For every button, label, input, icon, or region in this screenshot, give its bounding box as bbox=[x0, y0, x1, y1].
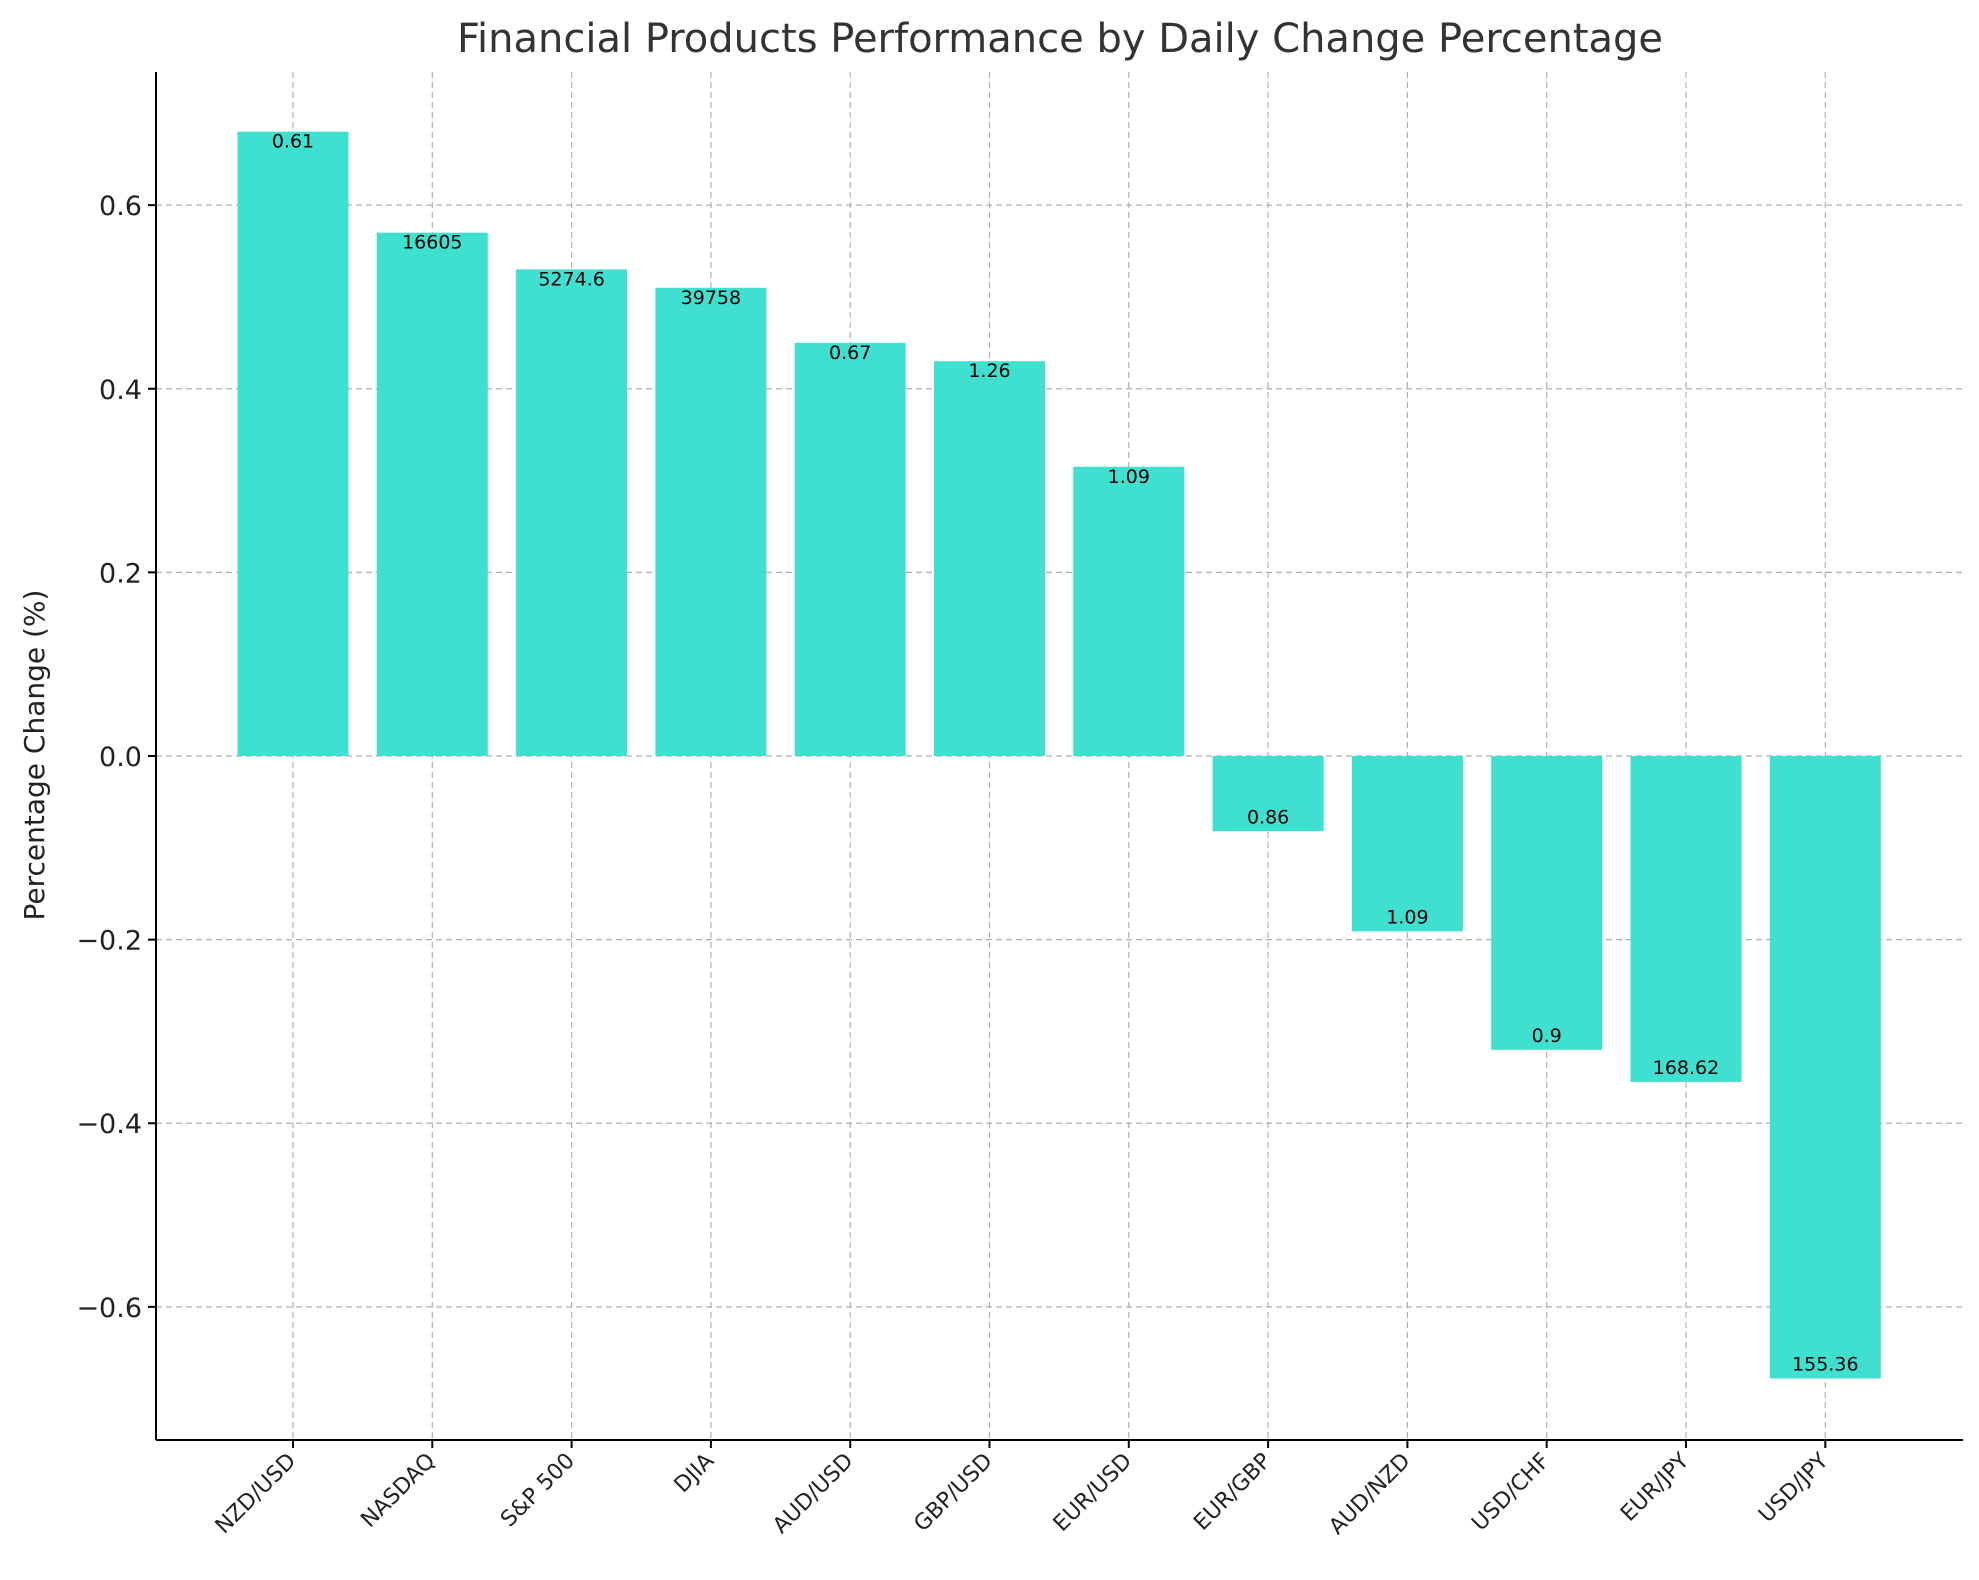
x-tick-label-nasdaq: NASDAQ bbox=[356, 1449, 440, 1533]
y-tick-label: 0.4 bbox=[99, 375, 142, 406]
bar-nasdaq bbox=[376, 232, 488, 756]
x-tick-label-djia: DJIA bbox=[670, 1449, 719, 1498]
data-label-gbp-usd: 1.26 bbox=[968, 360, 1010, 382]
data-label-aud-nzd: 1.09 bbox=[1386, 906, 1428, 928]
data-label-usd-chf: 0.9 bbox=[1532, 1025, 1562, 1047]
chart-title: Financial Products Performance by Daily … bbox=[457, 16, 1663, 62]
x-tick-label-eur-jpy: EUR/JPY bbox=[1616, 1448, 1694, 1526]
data-label-eur-usd: 1.09 bbox=[1108, 466, 1150, 488]
x-tick-label-gbp-usd: GBP/USD bbox=[909, 1449, 997, 1537]
bar-nzd-usd bbox=[237, 131, 349, 756]
y-ticks: −0.6 −0.4 −0.2 0.0 0.2 0.4 0.6 bbox=[76, 191, 156, 1324]
data-label-eur-gbp: 0.86 bbox=[1247, 806, 1289, 828]
x-tick-label-nzd-usd: NZD/USD bbox=[211, 1449, 301, 1539]
x-tick-label-aud-nzd: AUD/NZD bbox=[1324, 1449, 1415, 1540]
bar-gbp-usd bbox=[934, 361, 1045, 756]
data-labels: 0.61 16605 5274.6 39758 0.67 1.26 1.09 0.86 1.09… bbox=[272, 131, 1859, 1376]
x-tick-label-usd-jpy: USD/JPY bbox=[1754, 1448, 1834, 1528]
data-label-eur-jpy: 168.62 bbox=[1653, 1057, 1719, 1079]
bars bbox=[237, 131, 1881, 1379]
x-tick-label-aud-usd: AUD/USD bbox=[768, 1449, 858, 1539]
y-tick-label: 0.2 bbox=[99, 558, 142, 589]
y-axis-label: Percentage Change (%) bbox=[18, 590, 51, 921]
data-label-aud-usd: 0.67 bbox=[829, 342, 871, 364]
data-label-s-p-500: 5274.6 bbox=[538, 268, 604, 290]
y-tick-label: −0.6 bbox=[76, 1293, 142, 1324]
bar-s-p-500 bbox=[516, 269, 628, 756]
y-tick-label: −0.2 bbox=[76, 926, 142, 957]
x-ticks: NZD/USD NASDAQ S&P 500 DJIA AUD/USD GBP/USD EU… bbox=[211, 1440, 1834, 1540]
y-tick-label: 0.6 bbox=[99, 191, 142, 222]
bar-eur-gbp bbox=[1212, 756, 1324, 832]
y-tick-label: 0.0 bbox=[99, 742, 142, 773]
bar-usd-jpy bbox=[1769, 756, 1881, 1379]
x-tick-label-eur-gbp: EUR/GBP bbox=[1189, 1449, 1276, 1536]
data-label-djia: 39758 bbox=[681, 287, 741, 309]
x-tick-label-eur-usd: EUR/USD bbox=[1049, 1449, 1137, 1537]
bar-eur-usd bbox=[1073, 466, 1185, 756]
data-label-nasdaq: 16605 bbox=[402, 232, 462, 254]
x-tick-label-usd-chf: USD/CHF bbox=[1467, 1449, 1555, 1537]
data-label-usd-jpy: 155.36 bbox=[1792, 1353, 1858, 1375]
y-tick-label: −0.4 bbox=[76, 1109, 142, 1140]
bar-aud-usd bbox=[794, 342, 906, 756]
data-label-nzd-usd: 0.61 bbox=[272, 131, 314, 153]
bar-eur-jpy bbox=[1630, 756, 1742, 1082]
x-tick-label-s-p-500: S&P 500 bbox=[496, 1449, 580, 1533]
bar-aud-nzd bbox=[1351, 756, 1463, 932]
bar-djia bbox=[655, 287, 767, 756]
bar-usd-chf bbox=[1491, 756, 1603, 1050]
